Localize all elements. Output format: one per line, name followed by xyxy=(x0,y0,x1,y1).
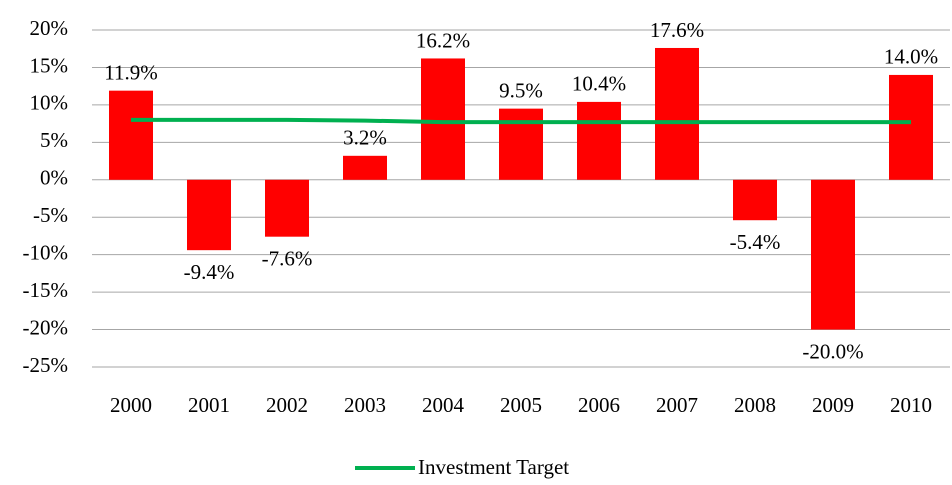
data-label: 16.2% xyxy=(416,28,470,52)
bar xyxy=(109,90,153,180)
y-tick-label: 5% xyxy=(40,128,68,152)
x-tick-label: 2006 xyxy=(578,393,620,417)
target-line xyxy=(131,117,911,125)
data-label: -20.0% xyxy=(802,339,863,363)
x-tick-label: 2007 xyxy=(656,393,698,417)
y-tick-label: 0% xyxy=(40,166,68,190)
y-tick-label: 10% xyxy=(30,91,69,115)
data-label: 10.4% xyxy=(572,72,626,96)
x-tick-label: 2001 xyxy=(188,393,230,417)
y-tick-label: -15% xyxy=(23,278,69,302)
bar xyxy=(811,179,855,330)
data-label: 11.9% xyxy=(104,60,157,84)
x-tick-label: 2000 xyxy=(110,393,152,417)
bar xyxy=(265,179,309,237)
x-tick-label: 2004 xyxy=(422,393,465,417)
data-label: -7.6% xyxy=(262,247,313,271)
data-label: 9.5% xyxy=(499,78,543,102)
data-label: -5.4% xyxy=(730,230,781,254)
y-tick-label: -25% xyxy=(23,353,69,377)
legend-label: Investment Target xyxy=(418,455,569,479)
x-tick-label: 2009 xyxy=(812,393,854,417)
data-label: 3.2% xyxy=(343,126,387,150)
bar xyxy=(577,101,621,180)
y-tick-label: 15% xyxy=(30,53,69,77)
y-tick-label: 20% xyxy=(30,16,69,40)
x-tick-label: 2003 xyxy=(344,393,386,417)
bar xyxy=(655,47,699,180)
data-label: 14.0% xyxy=(884,45,938,69)
bar xyxy=(889,74,933,180)
bar xyxy=(733,179,777,221)
data-label: 17.6% xyxy=(650,18,704,42)
bar xyxy=(343,155,387,180)
x-tick-label: 2005 xyxy=(500,393,542,417)
bar xyxy=(421,58,465,180)
x-tick-label: 2008 xyxy=(734,393,776,417)
x-tick-label: 2010 xyxy=(890,393,932,417)
data-label: -9.4% xyxy=(184,260,235,284)
y-tick-label: -5% xyxy=(33,203,68,227)
x-tick-label: 2002 xyxy=(266,393,308,417)
bar xyxy=(187,179,231,251)
y-tick-label: -10% xyxy=(23,240,69,264)
y-tick-label: -20% xyxy=(23,315,69,339)
bar xyxy=(499,108,543,180)
